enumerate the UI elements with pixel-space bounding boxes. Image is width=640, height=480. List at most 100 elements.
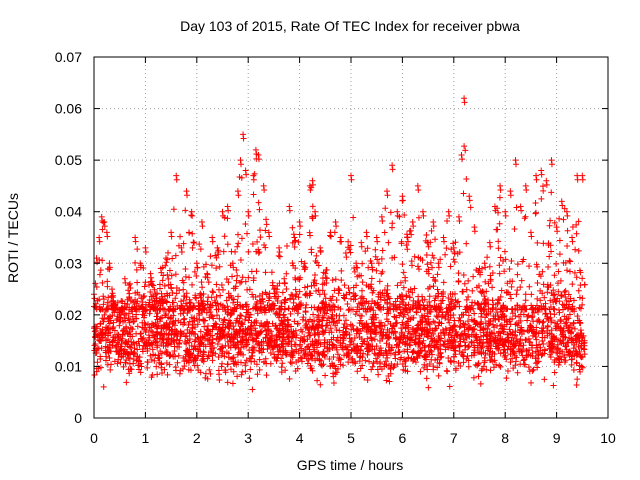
data-point (394, 341, 401, 348)
data-point (415, 254, 422, 261)
data-point (481, 260, 488, 267)
data-point (198, 219, 205, 226)
data-point (150, 304, 157, 311)
data-point (173, 284, 180, 291)
data-point (485, 305, 492, 312)
data-point (267, 340, 274, 347)
data-point (345, 238, 352, 245)
axis-ticks (93, 56, 609, 419)
data-point (265, 330, 272, 337)
data-point (381, 229, 388, 236)
data-point (154, 290, 161, 297)
data-point (450, 338, 457, 345)
data-point (254, 238, 261, 245)
data-point (169, 299, 176, 306)
data-point (415, 341, 422, 348)
data-point (513, 204, 520, 211)
data-point (463, 176, 470, 183)
data-point (139, 304, 146, 311)
data-point (385, 333, 392, 340)
data-point (222, 334, 229, 341)
data-point (482, 264, 489, 271)
data-point (319, 305, 326, 312)
data-point (378, 319, 385, 326)
data-point (153, 363, 160, 370)
data-point (161, 366, 168, 373)
data-point (169, 289, 176, 296)
data-point (373, 234, 380, 241)
data-point (106, 355, 113, 362)
data-point (126, 343, 133, 350)
data-point (349, 346, 356, 353)
data-point (477, 321, 484, 328)
data-point (152, 291, 159, 298)
data-point (495, 328, 502, 335)
data-point (413, 308, 420, 315)
data-point (442, 251, 449, 258)
data-point (190, 358, 197, 365)
data-point (166, 361, 173, 368)
data-point (415, 214, 422, 221)
data-point (97, 267, 104, 274)
data-point (159, 277, 166, 284)
data-point (477, 305, 484, 312)
data-point (483, 332, 490, 339)
data-point (534, 279, 541, 286)
data-point (281, 279, 288, 286)
data-point (293, 332, 300, 339)
data-point (155, 352, 162, 359)
data-point (178, 244, 185, 251)
data-point (572, 246, 579, 253)
data-point (374, 238, 381, 245)
data-point (224, 379, 231, 386)
data-point (184, 302, 190, 309)
data-point (262, 244, 269, 251)
data-point (576, 362, 583, 369)
data-point (314, 314, 321, 321)
data-point (547, 297, 554, 304)
data-point (200, 300, 207, 307)
data-point (544, 323, 551, 330)
data-point (210, 289, 217, 296)
data-point (101, 223, 108, 230)
data-point (230, 326, 237, 333)
data-point (292, 327, 299, 334)
data-point (383, 377, 390, 384)
data-point (122, 339, 129, 346)
data-point (287, 295, 294, 302)
data-point (414, 182, 421, 189)
data-point (304, 324, 311, 331)
data-point (442, 315, 449, 322)
data-point (469, 287, 476, 294)
data-point (235, 231, 242, 238)
data-point (181, 362, 188, 369)
data-point (295, 294, 302, 301)
data-point (509, 331, 516, 338)
data-point (290, 296, 297, 303)
data-point (328, 329, 335, 336)
data-point (496, 270, 503, 277)
data-point (238, 371, 245, 378)
data-point (575, 218, 582, 225)
data-point (253, 361, 260, 368)
data-point (111, 327, 118, 334)
data-point (398, 354, 405, 361)
data-point (262, 227, 269, 234)
data-point (124, 350, 131, 357)
data-point (199, 284, 206, 291)
data-point (571, 341, 578, 348)
data-point (168, 285, 175, 292)
data-point (327, 363, 334, 370)
data-point (559, 202, 566, 209)
data-point (224, 361, 231, 368)
data-point (455, 278, 462, 285)
data-point (408, 262, 415, 269)
data-point (104, 283, 111, 290)
data-point (441, 341, 448, 348)
grid-lines (94, 57, 608, 418)
data-point (296, 303, 303, 310)
data-point (551, 369, 558, 376)
data-point (556, 359, 563, 366)
data-point (140, 294, 147, 301)
data-point (108, 286, 115, 293)
